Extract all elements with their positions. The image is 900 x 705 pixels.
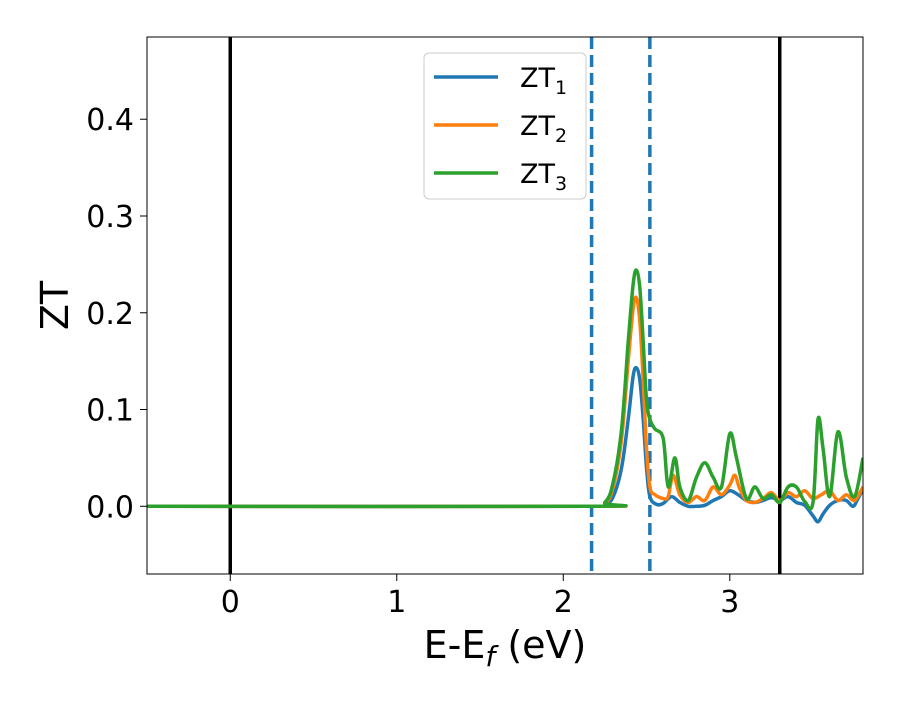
x-axis-label-unit: (eV) — [495, 623, 586, 667]
y-tick-label: 0.0 — [86, 490, 134, 525]
x-tick-label: 3 — [720, 585, 739, 620]
x-tick-label: 0 — [221, 585, 240, 620]
y-axis-label: ZT — [33, 280, 77, 330]
legend-label-zt3: ZT3 — [520, 159, 567, 195]
series-line-zt2 — [147, 295, 863, 509]
legend: ZT1 ZT2 ZT3 — [423, 52, 587, 200]
x-tick-label: 2 — [554, 585, 573, 620]
x-axis-label-main: E-E — [424, 623, 486, 667]
legend-label-zt2: ZT2 — [520, 111, 567, 147]
y-tick-label: 0.3 — [86, 200, 134, 235]
series-line-zt3 — [147, 268, 863, 511]
series-line-zt1 — [147, 365, 863, 524]
series-lines — [147, 268, 863, 524]
x-tick-label: 1 — [387, 585, 406, 620]
x-axis-ticks: 0 1 2 3 — [221, 574, 739, 620]
legend-frame — [423, 52, 587, 200]
y-axis-ticks: 0.0 0.1 0.2 0.3 0.4 — [86, 103, 147, 525]
y-tick-label: 0.1 — [86, 394, 134, 429]
x-axis-label: E-Ef (eV) — [424, 623, 587, 673]
plot-frame — [146, 36, 864, 575]
vertical-lines — [228, 37, 782, 574]
y-tick-label: 0.2 — [86, 297, 134, 332]
y-tick-label: 0.4 — [86, 103, 134, 138]
legend-label-zt1: ZT1 — [520, 63, 567, 99]
